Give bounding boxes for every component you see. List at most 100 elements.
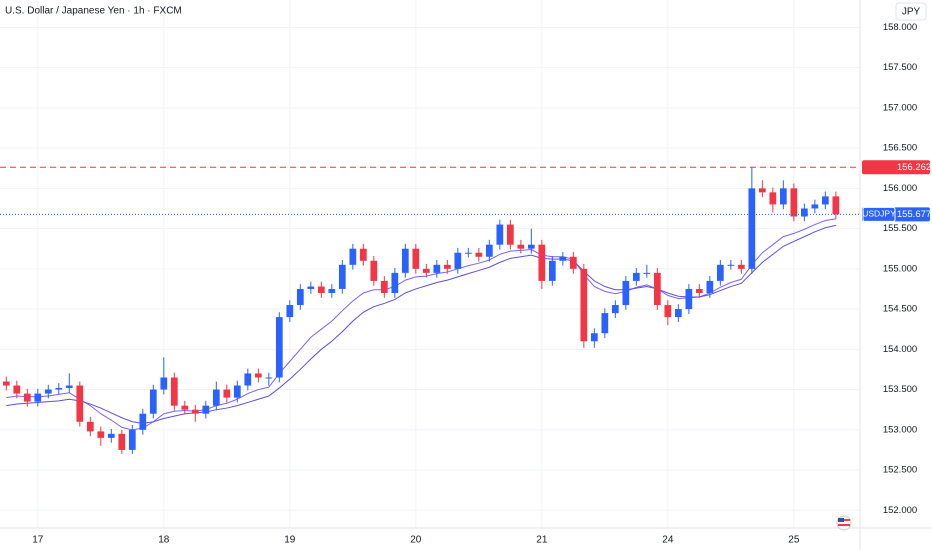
- x-tick-label: 20: [410, 535, 422, 546]
- candle-body: [643, 272, 651, 274]
- candle-body: [800, 208, 808, 217]
- candle-body: [695, 288, 703, 293]
- candle-body: [401, 248, 409, 273]
- candle-body: [779, 188, 787, 205]
- axes: 152.000 152.500 153.000 153.500 154.000 154.5…: [32, 22, 931, 546]
- candle-body: [790, 188, 798, 217]
- candle-body: [202, 405, 210, 414]
- candle-body: [317, 286, 325, 293]
- candle-body: [170, 377, 178, 406]
- candle-body: [97, 431, 105, 438]
- candle-body: [370, 260, 378, 281]
- candle-body: [296, 288, 304, 306]
- candle-body: [601, 313, 609, 334]
- candle-body: [307, 286, 315, 289]
- y-tick-label: 152.000: [883, 505, 917, 516]
- y-tick-label: 157.500: [883, 62, 917, 73]
- candle-body: [160, 377, 168, 390]
- chart-title: U.S. Dollar / Japanese Yen · 1h · FXCM: [5, 6, 182, 17]
- y-tick-label: 153.000: [883, 424, 917, 435]
- candle-body: [737, 264, 745, 269]
- candle-body: [706, 280, 714, 293]
- candle-body: [496, 224, 504, 245]
- candle-body: [422, 268, 430, 273]
- candle-body: [139, 413, 147, 430]
- candle-body: [244, 373, 252, 386]
- candle-body: [622, 280, 630, 306]
- candle-body: [23, 393, 31, 402]
- currency-label[interactable]: JPY: [902, 7, 921, 18]
- candle-body: [769, 192, 777, 205]
- candle-body: [664, 305, 672, 318]
- candle-body: [538, 244, 546, 281]
- candle-body: [76, 385, 84, 422]
- candle-body: [485, 244, 493, 257]
- candle-body: [380, 280, 388, 293]
- x-tick-label: 24: [662, 535, 674, 546]
- flag-icon: [836, 515, 852, 531]
- candle-body: [107, 433, 115, 438]
- candle-body: [569, 256, 577, 269]
- candle-body: [811, 204, 819, 209]
- candle-body: [559, 256, 567, 261]
- candle-body: [506, 224, 514, 245]
- candle-body: [118, 433, 126, 450]
- candle-body: [55, 387, 63, 390]
- candle-body: [464, 252, 472, 254]
- y-tick-label: 156.000: [883, 183, 917, 194]
- x-tick-label: 19: [284, 535, 296, 546]
- candle-body: [338, 264, 346, 289]
- y-tick-label: 152.500: [883, 465, 917, 476]
- plot-area: [0, 166, 860, 454]
- candle-body: [548, 260, 556, 281]
- candle-body: [748, 188, 756, 269]
- y-tick-label: 153.500: [883, 384, 917, 395]
- x-tick-label: 25: [788, 535, 800, 546]
- y-tick-label: 155.500: [883, 223, 917, 234]
- candle-body: [2, 381, 10, 386]
- candle-body: [265, 377, 273, 379]
- candle-body: [517, 244, 525, 249]
- candle-body: [65, 385, 73, 388]
- candle-body: [527, 244, 535, 249]
- y-tick-label: 157.000: [883, 102, 917, 113]
- candle-body: [349, 248, 357, 265]
- candle-body: [86, 421, 94, 432]
- candle-body: [590, 333, 598, 342]
- candle-body: [611, 305, 619, 314]
- symbol-tag-label: USDJPY: [862, 209, 896, 219]
- candle-body: [821, 196, 829, 205]
- candle-body: [149, 389, 157, 414]
- currency-box[interactable]: [895, 2, 927, 21]
- candle-body: [286, 305, 294, 318]
- candle-body: [832, 196, 840, 215]
- candle-body: [454, 252, 462, 269]
- candle-body: [359, 248, 367, 261]
- candle-body: [223, 389, 231, 398]
- candle-body: [391, 272, 399, 293]
- candle-body: [254, 373, 262, 378]
- candle-body: [433, 264, 441, 273]
- y-tick-label: 154.500: [883, 304, 917, 315]
- candle-body: [758, 188, 766, 193]
- price-tag-label: 156.262: [897, 162, 931, 173]
- x-tick-label: 18: [158, 535, 170, 546]
- candle-body: [580, 268, 588, 342]
- candle-body: [275, 317, 283, 378]
- candle-body: [653, 272, 661, 306]
- y-tick-label: 154.000: [883, 344, 917, 355]
- candle-body: [328, 288, 336, 293]
- candle-body: [34, 393, 42, 402]
- y-tick-label: 158.000: [883, 22, 917, 33]
- price-tag-label: 155.677: [897, 209, 931, 220]
- candle-body: [128, 429, 136, 450]
- candle-body: [716, 264, 724, 281]
- candle-body: [412, 248, 420, 269]
- candle-body: [191, 409, 199, 414]
- candle-body: [181, 405, 189, 410]
- candle-body: [475, 252, 483, 257]
- candle-body: [674, 309, 682, 318]
- y-tick-label: 156.500: [883, 143, 917, 154]
